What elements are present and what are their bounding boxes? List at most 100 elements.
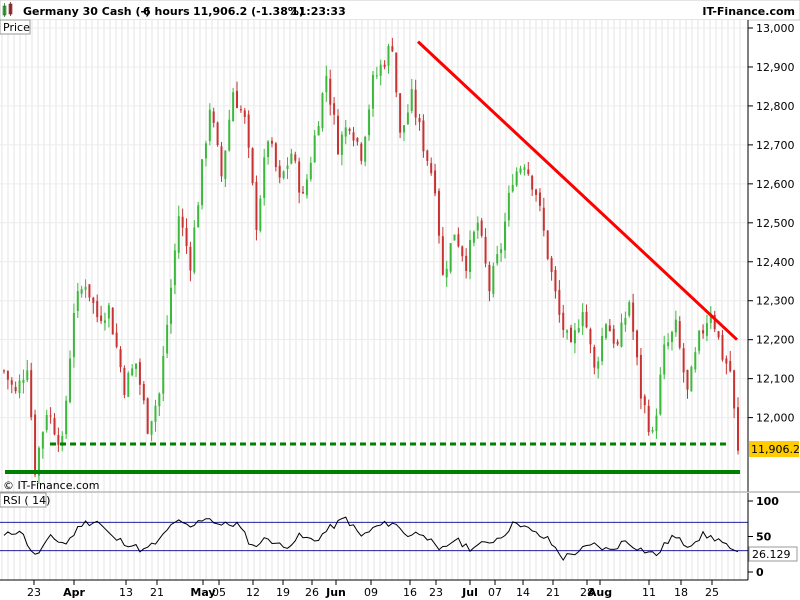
candle-body [391,46,394,52]
candle-body [410,89,413,111]
rsi-y-ticks: 100 50 0 [748,495,779,579]
x-tick-label: Jul [461,586,478,599]
candle-body [480,220,483,236]
candle-body [465,255,468,271]
candle-body [705,323,708,336]
candle-body [702,330,705,334]
candle-body [6,370,9,380]
candle-body [135,363,138,369]
candle-body [628,302,631,316]
candle-body [232,92,235,122]
candle-body [364,136,367,162]
candle-body [573,330,576,344]
rsi-tick-label: 50 [756,531,772,544]
x-tick-label: 21 [546,586,560,599]
x-tick-label: Aug [588,586,612,599]
candle-body [632,302,635,332]
candle-body [267,141,270,158]
candle-body [558,289,561,315]
candle-body [360,143,363,161]
rsi-value-box [748,546,798,562]
candle-body [515,171,518,186]
x-tick-label: 23 [27,586,41,599]
x-tick-label: 12 [246,586,260,599]
candle-body [53,418,56,435]
candle-body [263,157,266,198]
candle-body [270,140,273,144]
candle-body [531,175,534,190]
candle-body [546,230,549,259]
candle-body [422,120,425,152]
candle-body [733,370,736,409]
candle-body [523,167,526,171]
x-tick-label: 13 [119,586,133,599]
instrument-title: Germany 30 Cash (-) [23,5,150,18]
candle-body [500,249,503,253]
candle-body [511,184,514,192]
x-tick-label: 23 [429,586,443,599]
price-tick-label: 12,500 [756,217,795,230]
candle-body [189,246,192,271]
candle-body [204,143,207,159]
candle-body [96,300,99,318]
candle-body [461,246,464,257]
candle-body [449,243,452,272]
x-tick-label: 14 [516,586,530,599]
toolbar-icon[interactable] [2,2,13,17]
candle-body [527,169,530,174]
candle-body [34,414,37,475]
candle-body [344,127,347,137]
candle-body [737,407,739,451]
candle-body [585,311,588,328]
candle-body [674,319,677,333]
candle-body [399,93,402,133]
price-tick-label: 12,600 [756,178,795,191]
candle-body [76,291,79,312]
candle-body [321,93,324,129]
candle-body [185,227,188,247]
candle-body [507,192,510,221]
candle-body [589,329,592,345]
x-tick-label: Apr [63,586,85,599]
candle-body [302,191,305,194]
candle-body [469,240,472,272]
rsi-value-tag: 26.129 [752,548,791,561]
candle-body [298,161,301,193]
candle-body [542,207,545,231]
candle-body [208,109,211,142]
rsi-label: RSI ( 14) [3,494,50,507]
candle-body [41,432,44,449]
candle-body [115,332,118,347]
candle-body [620,322,623,347]
price-tick-label: 12,400 [756,256,795,269]
x-tick-label: 11 [642,586,656,599]
candle-body [274,143,277,168]
candle-body [356,138,359,142]
clock-time: 11:23:33 [291,5,346,18]
candle-body [10,380,13,385]
price-tick-label: 12,800 [756,100,795,113]
candle-body [437,191,440,236]
candle-body [441,236,444,275]
candle-body [3,370,5,372]
candle-body [406,112,409,125]
candle-body [379,64,382,76]
candle-body [457,234,460,247]
last-price-box [749,441,799,457]
candle-body [445,268,448,278]
price-y-ticks: 13,000 12,900 12,800 12,700 12,600 12,500 12,4… [748,22,795,425]
candle-body [682,348,685,373]
candle-body [243,110,246,117]
x-tick-label: 28 [580,586,594,599]
candle-body [581,312,584,327]
candle-body [150,421,153,435]
candle-body [395,52,398,93]
candle-body [383,64,386,67]
last-price-tag: 11,906.2 [751,443,800,456]
x-tick-label: May [190,586,215,599]
candle-body [340,134,343,155]
candle-body [426,150,429,161]
x-tick-label: 19 [276,586,290,599]
